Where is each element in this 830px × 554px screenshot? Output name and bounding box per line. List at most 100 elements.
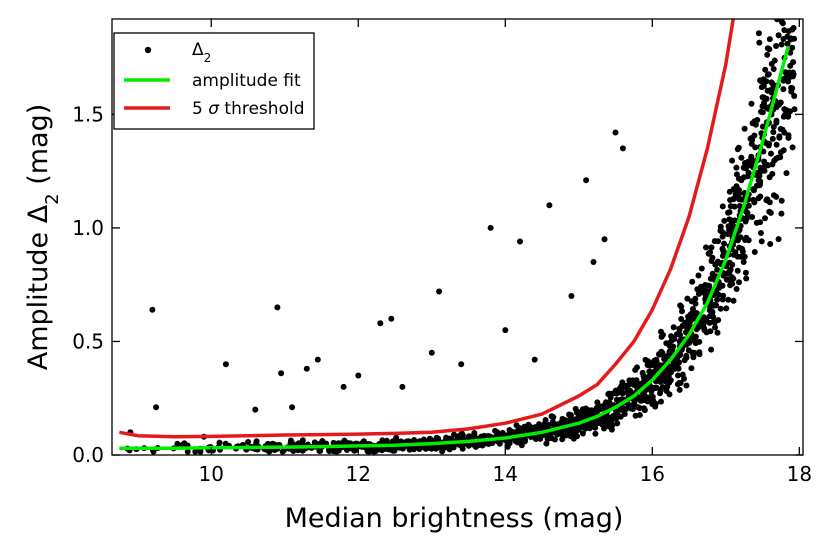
scatter-point: [575, 410, 582, 417]
scatter-point: [551, 436, 558, 443]
scatter-point: [174, 440, 181, 447]
scatter-point: [790, 59, 797, 66]
scatter-point: [658, 328, 664, 335]
scatter-point: [791, 93, 798, 99]
y-tick-label: 1.0: [72, 216, 104, 240]
scatter-point: [717, 305, 724, 312]
scatter-point: [764, 45, 771, 52]
scatter-point: [471, 432, 478, 438]
scatter-point: [774, 19, 781, 23]
scatter-point: [691, 337, 698, 344]
scatter-point: [652, 385, 659, 391]
scatter-outlier-point: [546, 202, 553, 209]
scatter-point: [717, 227, 724, 234]
scatter-point: [184, 448, 191, 455]
scatter-point: [692, 295, 699, 302]
scatter-point: [597, 404, 604, 411]
scatter-point: [677, 331, 683, 338]
scatter-point: [607, 394, 614, 401]
scatter-point: [779, 0, 785, 2]
scatter-point: [666, 391, 673, 398]
scatter-point: [706, 282, 713, 289]
scatter-point: [709, 308, 715, 315]
scatter-point: [781, 106, 788, 113]
scatter-point: [698, 265, 705, 272]
scatter-point: [727, 266, 734, 273]
scatter-point: [779, 20, 786, 27]
legend-marker-delta2: [144, 46, 152, 54]
scatter-outlier-point: [517, 238, 523, 245]
scatter-point: [612, 412, 618, 419]
scatter-outlier-point: [436, 288, 443, 295]
scatter-point: [714, 296, 721, 303]
scatter-point: [719, 282, 726, 289]
scatter-point: [485, 441, 492, 447]
scatter-point: [721, 240, 728, 247]
scatter-point: [514, 439, 521, 446]
scatter-point: [675, 372, 681, 379]
scatter-point: [652, 403, 659, 410]
scatter-point: [629, 406, 636, 412]
scatter-point: [769, 170, 776, 177]
scatter-point: [668, 333, 675, 340]
scatter-outlier-point: [531, 356, 538, 363]
scatter-point: [749, 120, 756, 127]
scatter-point: [773, 104, 780, 111]
scatter-point: [730, 297, 737, 304]
scatter-point: [711, 319, 718, 326]
scatter-outlier-point: [222, 361, 229, 368]
scatter-point: [780, 36, 787, 42]
y-axis-label: Amplitude Δ2 (mag): [23, 104, 63, 371]
scatter-point: [709, 270, 716, 277]
scatter-point: [606, 399, 613, 406]
scatter-point: [755, 177, 762, 184]
scatter-point: [451, 431, 457, 438]
threshold-line: [119, 19, 735, 439]
scatter-point: [266, 448, 273, 455]
scatter-point: [567, 412, 574, 419]
x-tick-label: 14: [493, 462, 518, 486]
fit-lines-layer: [119, 19, 790, 450]
scatter-point: [723, 305, 730, 312]
scatter-point: [677, 302, 684, 309]
scatter-point: [773, 119, 780, 126]
scatter-point: [742, 269, 749, 276]
scatter-point: [752, 144, 759, 151]
scatter-outlier-point: [289, 404, 296, 411]
scatter-point: [761, 158, 768, 165]
scatter-point: [658, 333, 665, 340]
scatter-point: [603, 415, 610, 422]
scatter-point: [670, 324, 677, 331]
scatter-point: [701, 327, 708, 334]
scatter-point: [790, 0, 796, 5]
scatter-point: [789, 85, 796, 92]
scatter-outlier-point: [399, 383, 406, 390]
scatter-point: [675, 365, 682, 372]
scatter-point: [734, 267, 741, 274]
y-tick-label: 0.5: [72, 329, 104, 353]
x-tick-label: 18: [787, 462, 812, 486]
scatter-point: [550, 414, 557, 421]
scatter-point: [781, 27, 788, 34]
scatter-point: [790, 69, 796, 76]
x-tick-label: 16: [640, 462, 665, 486]
scatter-point: [778, 41, 785, 48]
scatter-point: [695, 272, 702, 279]
scatter-point: [777, 154, 784, 161]
scatter-point: [617, 413, 624, 420]
scatter-point: [767, 241, 774, 247]
scatter-point: [762, 66, 769, 73]
scatter-point: [769, 135, 776, 142]
scatter-point: [684, 295, 691, 302]
scatter-point: [699, 320, 706, 327]
scatter-point: [504, 443, 511, 450]
scatter-point: [763, 104, 770, 111]
scatter-point: [700, 315, 707, 322]
scatter-point: [764, 71, 771, 78]
scatter-outlier-point: [601, 236, 608, 243]
scatter-point: [642, 356, 649, 363]
scatter-point: [657, 378, 664, 385]
scatter-point: [770, 129, 777, 136]
scatter-point: [740, 259, 747, 265]
